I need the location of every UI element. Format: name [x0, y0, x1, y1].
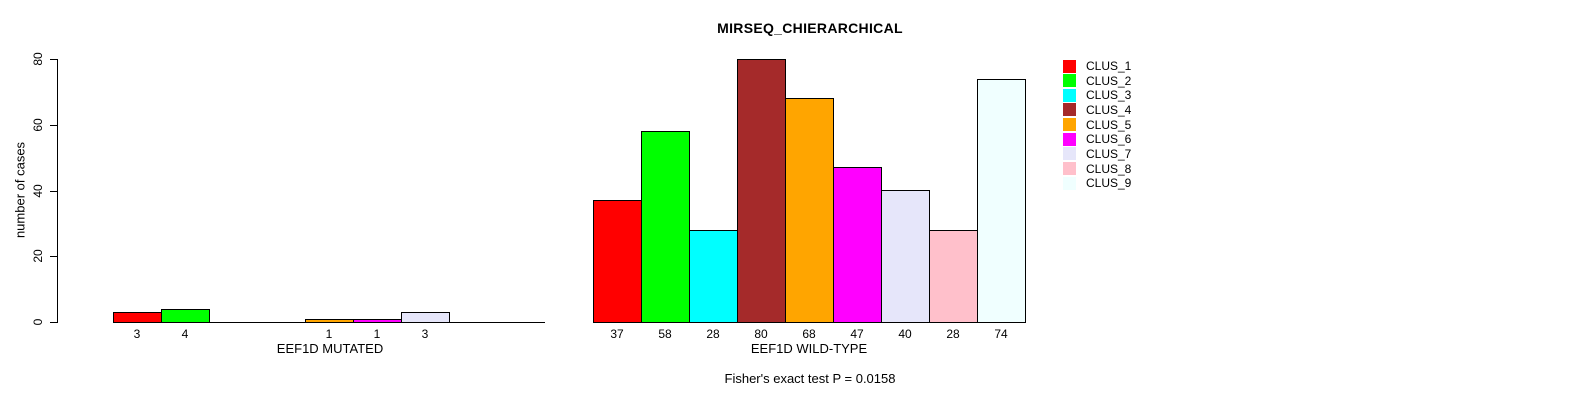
fisher-test-annotation: Fisher's exact test P = 0.0158 — [724, 371, 896, 386]
x-axis-label-mutated: EEF1D MUTATED — [276, 341, 384, 356]
legend-entry-CLUS_9: CLUS_9 — [1063, 176, 1131, 190]
bar-CLUS_2-group-1 — [641, 131, 690, 323]
legend-label-CLUS_6: CLUS_6 — [1086, 132, 1132, 147]
bar-value-label: 37 — [610, 327, 624, 341]
x-axis-label-wild-type: EEF1D WILD-TYPE — [750, 341, 868, 356]
bar-value-label: 4 — [181, 327, 189, 341]
bar-CLUS_9-group-1 — [977, 79, 1026, 323]
bar-CLUS_6-group-1 — [833, 167, 882, 323]
bar-CLUS_1-group-0 — [113, 312, 162, 323]
legend-swatch-CLUS_7 — [1063, 147, 1076, 161]
legend-entry-CLUS_2: CLUS_2 — [1063, 74, 1131, 88]
bar-value-label: 3 — [133, 327, 141, 341]
legend-entry-CLUS_8: CLUS_8 — [1063, 162, 1131, 176]
bar-value-label: 1 — [325, 327, 333, 341]
legend-entry-CLUS_1: CLUS_1 — [1063, 59, 1131, 73]
y-tick-label: 0 — [31, 318, 45, 326]
bar-CLUS_7-group-1 — [881, 190, 930, 323]
y-tick-label: 80 — [31, 52, 45, 66]
legend-label-CLUS_5: CLUS_5 — [1086, 117, 1132, 132]
bar-value-label: 80 — [754, 327, 768, 341]
bar-CLUS_5-group-1 — [785, 98, 834, 323]
legend-swatch-CLUS_5 — [1063, 118, 1076, 132]
legend-swatch-CLUS_9 — [1063, 176, 1076, 190]
y-tick-label: 20 — [31, 249, 45, 263]
legend-label-CLUS_4: CLUS_4 — [1086, 102, 1132, 117]
bar-value-label: 68 — [802, 327, 816, 341]
bar-CLUS_4-group-1 — [737, 59, 786, 323]
legend-entry-CLUS_3: CLUS_3 — [1063, 88, 1131, 102]
legend-label-CLUS_7: CLUS_7 — [1086, 146, 1132, 161]
bar-value-label: 58 — [658, 327, 672, 341]
legend-swatch-CLUS_2 — [1063, 74, 1076, 88]
bar-value-label: 1 — [373, 327, 381, 341]
y-tick-mark — [50, 191, 57, 192]
bar-value-label: 40 — [898, 327, 912, 341]
legend-swatch-CLUS_6 — [1063, 132, 1076, 146]
legend-label-CLUS_8: CLUS_8 — [1086, 161, 1132, 176]
legend-entry-CLUS_5: CLUS_5 — [1063, 118, 1131, 132]
y-tick-mark — [50, 59, 57, 60]
bar-CLUS_5-group-0 — [305, 319, 354, 323]
bar-CLUS_7-group-0 — [401, 312, 450, 323]
y-tick-mark — [50, 256, 57, 257]
legend-label-CLUS_1: CLUS_1 — [1086, 59, 1132, 73]
legend-swatch-CLUS_8 — [1063, 162, 1076, 176]
legend-label-CLUS_2: CLUS_2 — [1086, 73, 1132, 88]
y-tick-mark — [50, 322, 57, 323]
legend-entry-CLUS_7: CLUS_7 — [1063, 147, 1131, 161]
bar-CLUS_3-group-1 — [689, 230, 738, 323]
chart-title: MIRSEQ_CHIERARCHICAL — [717, 20, 903, 36]
bar-value-label: 47 — [850, 327, 864, 341]
legend-entry-CLUS_6: CLUS_6 — [1063, 132, 1131, 146]
legend-swatch-CLUS_4 — [1063, 103, 1076, 117]
y-axis-line — [57, 59, 58, 323]
bar-CLUS_1-group-1 — [593, 200, 642, 323]
bar-CLUS_6-group-0 — [353, 319, 402, 323]
legend-entry-CLUS_4: CLUS_4 — [1063, 103, 1131, 117]
y-tick-label: 40 — [31, 184, 45, 198]
y-tick-label: 60 — [31, 118, 45, 132]
legend-label-CLUS_9: CLUS_9 — [1086, 176, 1132, 191]
legend-label-CLUS_3: CLUS_3 — [1086, 88, 1132, 103]
bar-value-label: 28 — [706, 327, 720, 341]
y-tick-mark — [50, 125, 57, 126]
bar-CLUS_8-group-1 — [929, 230, 978, 323]
legend-swatch-CLUS_3 — [1063, 88, 1076, 102]
bar-value-label: 3 — [421, 327, 429, 341]
bar-CLUS_2-group-0 — [161, 309, 210, 323]
bar-value-label: 74 — [994, 327, 1008, 341]
legend-swatch-CLUS_1 — [1063, 59, 1076, 73]
bar-value-label: 28 — [946, 327, 960, 341]
